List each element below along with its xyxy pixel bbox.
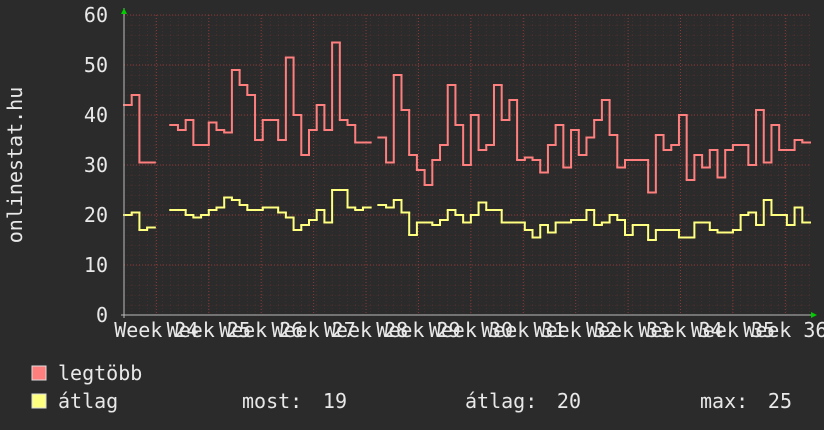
x-tick-label: Week 24 [114,318,198,342]
stat-label: átlag: [465,389,537,413]
legend-label: legtöbb [58,361,142,385]
x-tick-label: Week 29 [376,318,460,342]
y-tick-label: 60 [84,3,108,27]
x-tick-label: Week 35 [691,318,775,342]
x-tick-label: Week 25 [167,318,251,342]
stat-value: 19 [323,389,347,413]
x-tick-label: Week 31 [481,318,565,342]
x-tick-label: Week 36 [743,318,824,342]
stat-label: max: [700,389,748,413]
x-tick-label: Week 33 [586,318,670,342]
stat-value: 20 [557,389,581,413]
x-tick-label: Week 34 [638,318,722,342]
y-tick-label: 50 [84,53,108,77]
legend-label: átlag [58,389,118,413]
stat-label: most: [242,389,302,413]
x-tick-label: Week 27 [271,318,355,342]
x-tick-label: Week 30 [429,318,513,342]
x-tick-label: Week 28 [324,318,408,342]
y-axis-title: onlinestat.hu [3,87,27,244]
legend-swatch [31,365,47,381]
y-tick-label: 0 [96,303,108,327]
axis-arrow [811,312,817,318]
y-tick-label: 40 [84,103,108,127]
y-tick-label: 30 [84,153,108,177]
axis-arrow [121,8,127,14]
stat-value: 25 [768,389,792,413]
y-tick-label: 20 [84,203,108,227]
y-tick-label: 10 [84,253,108,277]
x-tick-label: Week 32 [534,318,618,342]
legend-swatch [31,393,47,409]
x-tick-label: Week 26 [219,318,303,342]
